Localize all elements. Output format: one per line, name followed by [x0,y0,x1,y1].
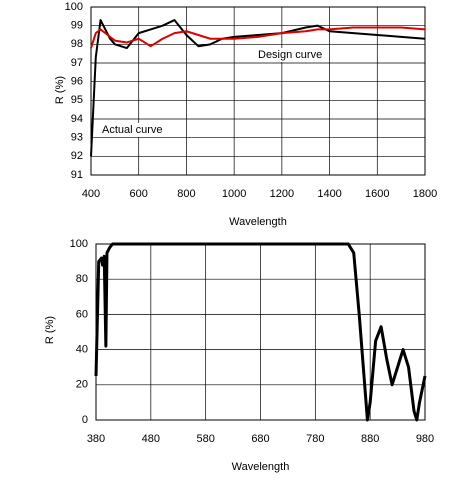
data-line [90,26,426,49]
y-tick-label: 40 [76,344,88,356]
y-tick-label: 94 [71,113,83,125]
label-bg [99,122,166,137]
x-tick-label: 980 [416,433,434,445]
y-axis-label: R (%) [44,316,56,344]
x-tick-label: 800 [177,188,195,200]
y-tick-label: 97 [71,57,83,69]
y-axis-label: R (%) [54,76,66,104]
y-tick-label: 98 [71,38,83,50]
y-tick-label: 93 [71,132,83,144]
x-tick-label: 680 [251,433,269,445]
y-tick-label: 91 [71,169,83,181]
series-label: Design curve [258,49,322,61]
y-tick-label: 100 [65,1,83,13]
y-tick-label: 100 [70,238,88,250]
x-tick-label: 880 [361,433,379,445]
x-tick-label: 1200 [270,188,294,200]
y-tick-label: 99 [71,20,83,32]
x-tick-label: 1600 [365,188,389,200]
y-tick-label: 80 [76,273,88,285]
data-line [94,242,427,422]
x-axis-label: Wavelength [232,461,290,473]
series-label: Actual curve [102,124,163,136]
x-tick-label: 1400 [317,188,341,200]
x-tick-label: 580 [196,433,214,445]
y-tick-label: 95 [71,94,83,106]
x-tick-label: 380 [87,433,105,445]
data-line [90,19,426,157]
y-tick-label: 20 [76,379,88,391]
y-tick-label: 96 [71,76,83,88]
plot-frame [90,6,426,176]
x-tick-label: 480 [142,433,160,445]
x-tick-label: 600 [130,188,148,200]
label-bg [255,47,326,62]
x-tick-label: 1800 [413,188,437,200]
y-tick-label: 0 [82,414,88,426]
y-tick-label: 60 [76,308,88,320]
x-tick-label: 1000 [222,188,246,200]
x-tick-label: 400 [82,188,100,200]
x-axis-label: Wavelength [229,216,287,228]
x-tick-label: 780 [306,433,324,445]
y-tick-label: 92 [71,150,83,162]
